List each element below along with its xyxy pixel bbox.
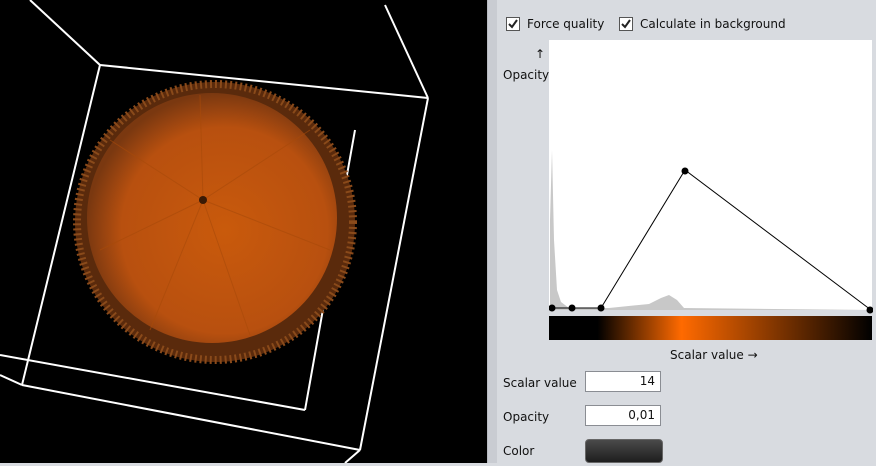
y-axis-label: Opacity [503, 68, 550, 82]
field-label: Opacity [503, 410, 550, 424]
scalar-input[interactable]: 14 [585, 371, 661, 392]
checkbox[interactable]: Calculate in background [619, 17, 786, 31]
axis-arrow: ↑ [535, 47, 546, 61]
transfer-function-editor[interactable] [549, 40, 873, 341]
checkbox-label: Calculate in background [640, 17, 786, 31]
volume-view[interactable] [0, 0, 487, 464]
checkbox-box[interactable] [619, 17, 633, 31]
orange [87, 93, 337, 343]
field-label: Color [503, 444, 535, 458]
field-label: Scalar value [503, 376, 577, 390]
check-mark [508, 19, 518, 29]
control-points[interactable] [549, 167, 873, 314]
render [0, 0, 429, 464]
opacity-input[interactable]: 0,01 [585, 405, 661, 426]
checkbox[interactable]: Force quality [506, 17, 604, 31]
stem [199, 196, 207, 204]
settings-panel: Force quality Calculate in background ↑ … [497, 0, 876, 463]
color-button[interactable] [585, 439, 663, 463]
peel-rim [73, 80, 357, 364]
bounding-box [0, 0, 429, 464]
x-axis-label: Scalar value → [670, 348, 758, 362]
plot-area [549, 40, 872, 310]
split-divider[interactable] [487, 0, 498, 463]
checkbox-label: Force quality [527, 17, 605, 31]
color-bar [549, 316, 872, 340]
check-mark [621, 19, 631, 29]
segments [99, 94, 331, 336]
checkbox-box[interactable] [506, 17, 520, 31]
